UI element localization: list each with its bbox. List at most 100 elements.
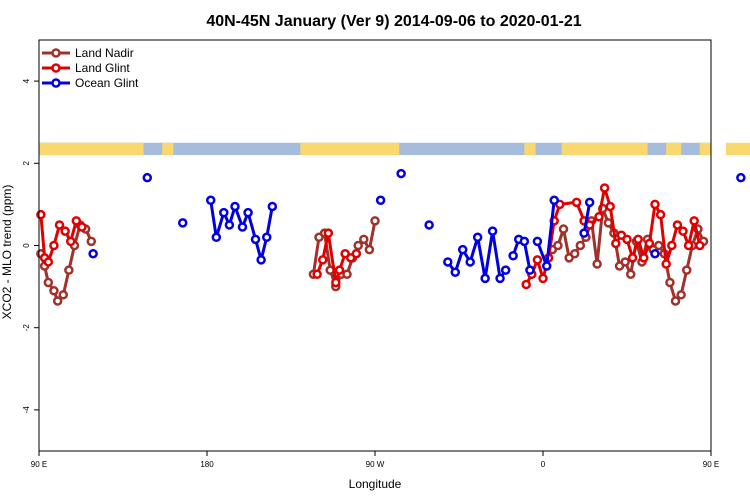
- ocean-glint-point: [250, 234, 261, 245]
- ocean-glint-point: [736, 172, 746, 183]
- legend-marker: [51, 48, 61, 58]
- land-glint-point: [689, 216, 699, 226]
- series-ocean-glint: [88, 168, 746, 284]
- land-glint-point: [49, 240, 59, 251]
- land-band: [666, 142, 682, 156]
- land-glint-point: [695, 240, 705, 251]
- land-nadir-point: [64, 265, 74, 275]
- legend-marker: [51, 78, 61, 88]
- ocean-glint-point: [541, 261, 552, 271]
- land-glint-point: [599, 183, 610, 193]
- ocean-glint-point: [508, 251, 518, 261]
- ocean-glint-point: [224, 220, 235, 230]
- ocean-glint-point: [450, 267, 461, 277]
- land-nadir-point: [49, 285, 59, 296]
- land-glint-point: [622, 234, 632, 245]
- legend-item-ocean-glint: Ocean Glint: [42, 76, 139, 90]
- legend-label: Land Nadir: [75, 46, 134, 60]
- ocean-glint-point: [457, 244, 468, 255]
- ocean-glint-point: [532, 236, 543, 247]
- land-nadir-point: [575, 240, 586, 251]
- land-glint-point: [594, 211, 604, 222]
- ocean-glint-point: [396, 168, 406, 179]
- land-nadir-point: [58, 290, 69, 300]
- land-glint-point: [538, 273, 548, 284]
- ocean-glint-point: [525, 265, 535, 275]
- land-nadir-point: [592, 259, 602, 269]
- land-glint-point: [532, 255, 543, 265]
- land-glint-point: [77, 222, 87, 232]
- ocean-glint-point: [375, 195, 386, 206]
- land-glint-point: [678, 226, 688, 236]
- ocean-glint-point: [487, 226, 498, 236]
- land-glint-point: [43, 257, 54, 267]
- land-nadir-point: [353, 240, 363, 251]
- ocean-glint-point: [88, 248, 98, 259]
- ocean-glint-point: [261, 232, 272, 243]
- land-nadir-point: [553, 240, 563, 251]
- x-axis: 90 E 180 90 W 0 90 E: [31, 451, 719, 469]
- y-tick-label: -2: [22, 324, 31, 332]
- y-tick-label: 2: [22, 161, 31, 166]
- land-nadir-point: [625, 269, 636, 280]
- land-glint-point: [323, 228, 334, 238]
- land-glint-point: [633, 234, 643, 245]
- land-glint-point: [65, 236, 76, 247]
- ocean-glint-point: [205, 195, 216, 206]
- ocean-glint-point: [211, 232, 222, 243]
- ocean-glint-point: [256, 255, 266, 265]
- land-band: [162, 142, 174, 156]
- land-nadir-point: [370, 216, 380, 226]
- land-glint-point: [661, 259, 671, 269]
- ocean-glint-point: [500, 265, 511, 275]
- x-tick-label: 90 E: [703, 460, 719, 469]
- land-band: [725, 142, 750, 156]
- ocean-glint-point: [219, 207, 229, 218]
- land-band: [699, 142, 711, 156]
- y-axis-label: XCO2 - MLO trend (ppm): [0, 185, 14, 320]
- land-glint-point: [521, 279, 531, 290]
- land-glint-point: [655, 209, 666, 220]
- land-glint-point: [312, 269, 322, 280]
- land-band: [561, 142, 648, 156]
- land-glint-point: [627, 253, 638, 263]
- ocean-glint-point: [142, 172, 153, 183]
- ocean-glint-line: [582, 202, 592, 234]
- series-land-nadir: [36, 203, 709, 306]
- x-axis-label: Longitude: [349, 477, 402, 491]
- legend-marker: [51, 63, 61, 73]
- land-nadir-point: [653, 240, 664, 251]
- ocean-glint-point: [584, 197, 595, 208]
- land-glint-point: [672, 220, 683, 230]
- land-band: [39, 142, 144, 156]
- land-glint-point: [54, 220, 65, 230]
- series-land-glint: [36, 183, 705, 290]
- legend-label: Land Glint: [75, 61, 130, 75]
- land-ocean-strip: [39, 142, 750, 156]
- land-nadir-point: [359, 234, 369, 245]
- land-nadir-point: [603, 218, 614, 228]
- x-tick-label: 90 E: [31, 460, 47, 469]
- ocean-glint-point: [465, 257, 475, 267]
- y-axis: -4 -2 0 2 4: [22, 78, 39, 413]
- land-glint-point: [60, 226, 70, 236]
- ocean-glint-point: [230, 201, 240, 212]
- ocean-glint-point: [472, 232, 483, 243]
- ocean-glint-point: [443, 257, 453, 267]
- ocean-glint-point: [579, 228, 589, 238]
- x-tick-label: 180: [200, 460, 214, 469]
- series-layer: [36, 168, 746, 306]
- land-nadir-point: [86, 236, 97, 247]
- ocean-glint-point: [243, 207, 253, 218]
- ocean-glint-point: [519, 236, 530, 247]
- chart-title: 40N-45N January (Ver 9) 2014-09-06 to 20…: [206, 13, 581, 30]
- land-glint-point: [639, 253, 649, 263]
- y-tick-label: 0: [22, 243, 31, 248]
- ocean-glint-point: [177, 218, 188, 228]
- land-glint-point: [331, 277, 341, 288]
- ocean-glint-point: [237, 222, 248, 232]
- ocean-glint-point: [480, 273, 490, 284]
- land-nadir-point: [569, 248, 580, 259]
